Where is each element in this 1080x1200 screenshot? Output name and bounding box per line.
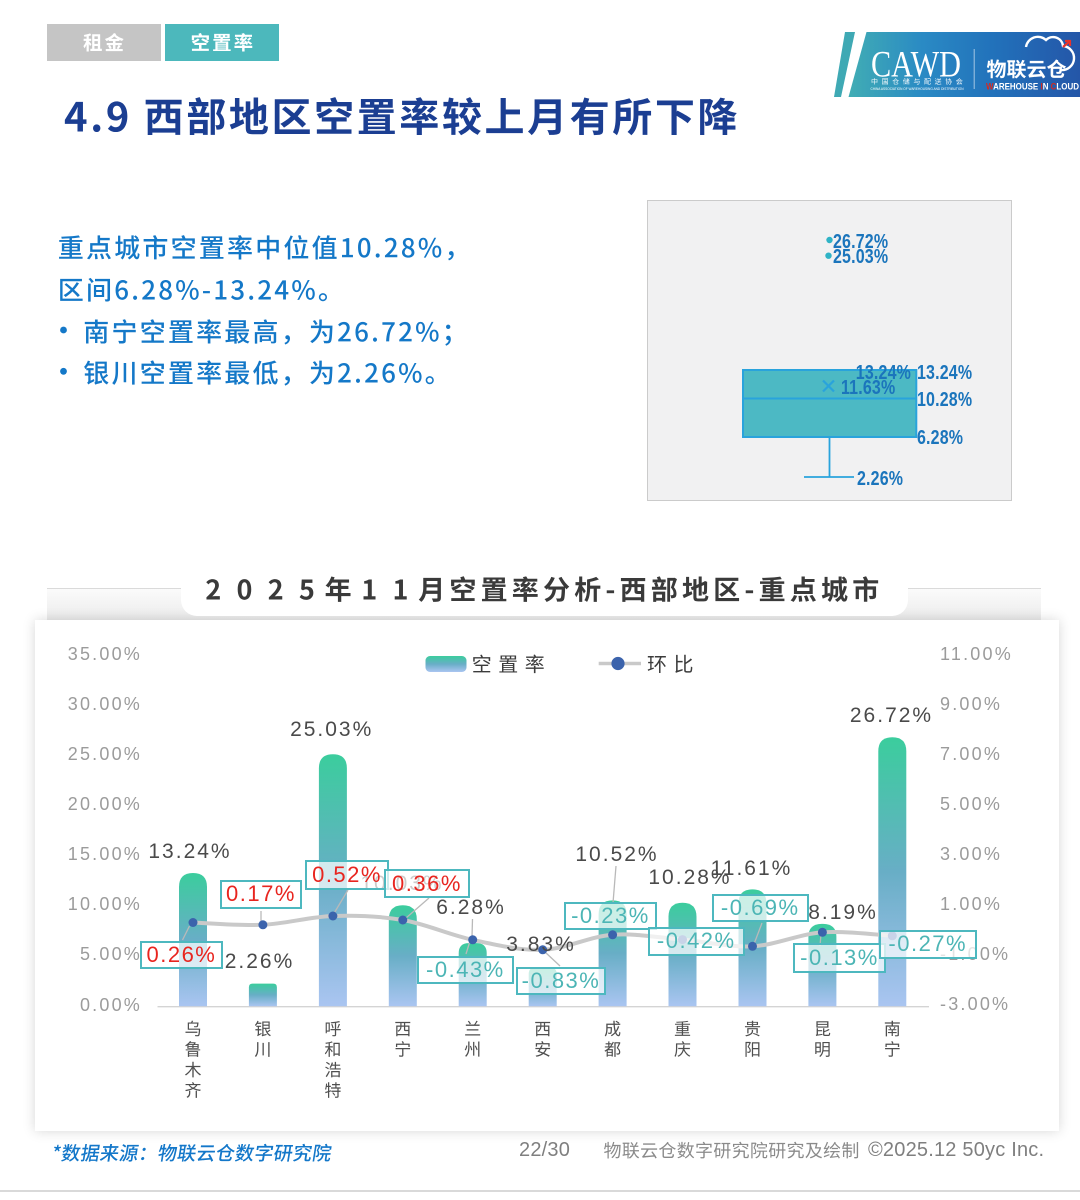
svg-text:CHINA ASSOCIATION OF WAREHOUSI: CHINA ASSOCIATION OF WAREHOUSING AND DIS…: [871, 87, 964, 91]
svg-text:WAREHOUSE IN CLOUD: WAREHOUSE IN CLOUD: [986, 82, 1079, 92]
svg-text:CAWD: CAWD: [871, 44, 961, 85]
